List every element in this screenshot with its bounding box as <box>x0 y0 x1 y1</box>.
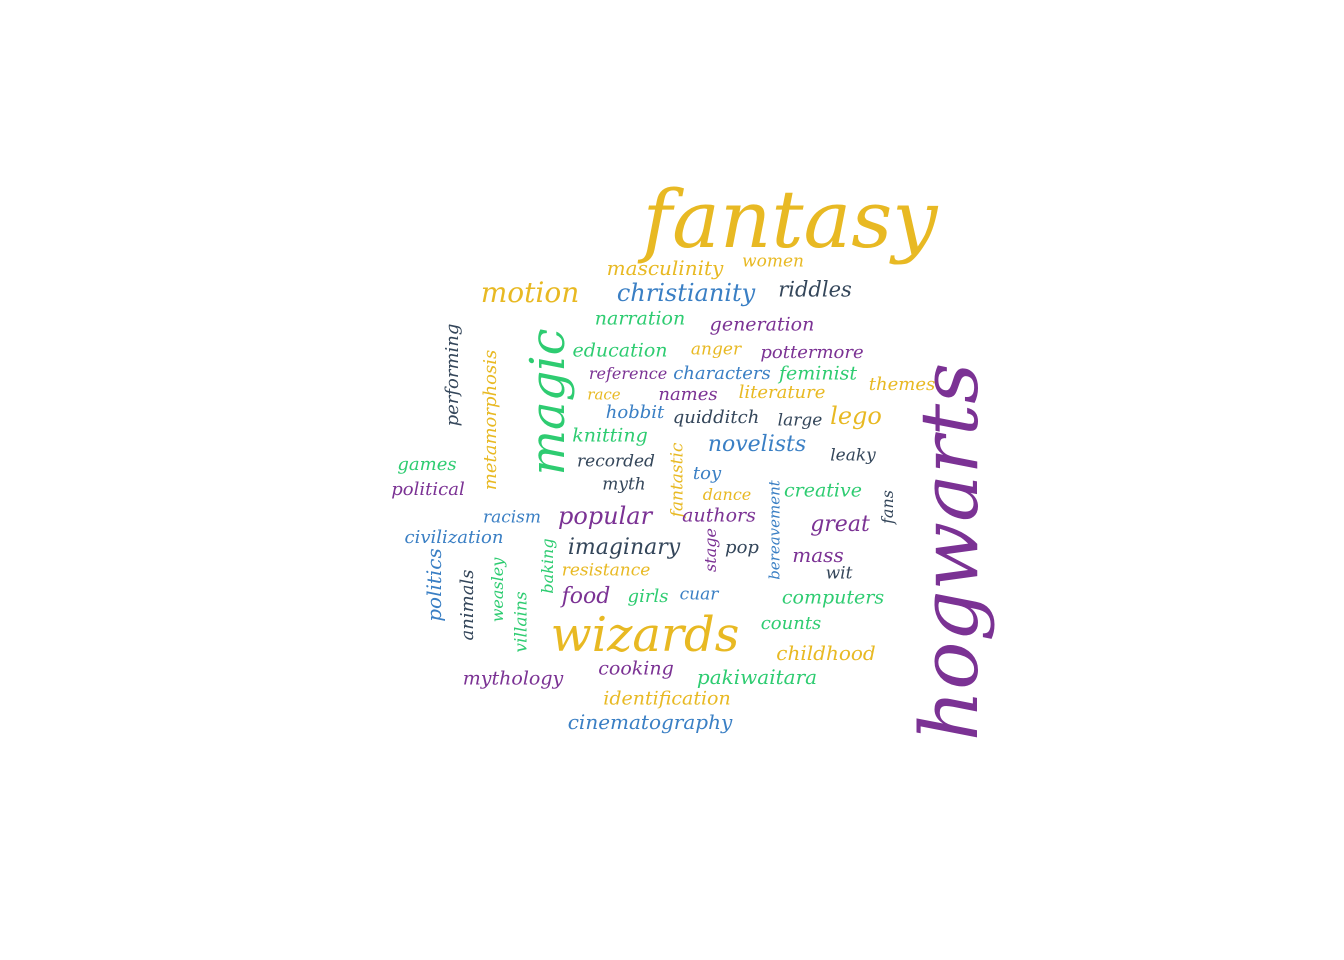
word-pop: pop <box>725 537 759 558</box>
word-christianity: christianity <box>616 279 756 307</box>
word-popular: popular <box>557 502 653 530</box>
word-anger: anger <box>690 339 742 360</box>
word-leaky: leaky <box>830 445 876 466</box>
word-games: games <box>397 454 457 475</box>
word-names: names <box>658 384 718 405</box>
word-animals: animals <box>457 569 478 641</box>
word-computers: computers <box>781 586 885 609</box>
word-race: race <box>587 385 621 404</box>
word-identification: identification <box>603 687 731 710</box>
word-toy: toy <box>692 463 722 484</box>
word-motion: motion <box>480 276 580 309</box>
word-recorded: recorded <box>577 451 655 472</box>
word-civilization: civilization <box>404 527 504 548</box>
word-generation: generation <box>709 313 815 336</box>
word-stage: stage <box>701 528 720 572</box>
word-characters: characters <box>673 363 771 384</box>
word-creative: creative <box>784 479 862 502</box>
word-racism: racism <box>482 507 542 528</box>
word-food: food <box>561 584 611 609</box>
word-wizards: wizards <box>550 607 740 663</box>
word-pottermore: pottermore <box>760 342 864 363</box>
word-feminist: feminist <box>778 362 858 385</box>
word-great: great <box>810 512 870 537</box>
word-reference: reference <box>588 364 668 383</box>
word-bereavement: bereavement <box>765 480 784 580</box>
word-pakiwaitara: pakiwaitara <box>696 665 818 689</box>
word-cuar: cuar <box>679 584 719 605</box>
word-hobbit: hobbit <box>605 402 665 423</box>
word-childhood: childhood <box>776 641 876 665</box>
word-riddles: riddles <box>778 277 852 302</box>
word-themes: themes <box>868 374 936 395</box>
word-weasley: weasley <box>488 557 507 623</box>
word-cooking: cooking <box>598 657 674 680</box>
word-myth: myth <box>602 474 646 495</box>
word-resistance: resistance <box>561 560 651 581</box>
word-large: large <box>777 410 823 431</box>
word-wit: wit <box>825 563 853 584</box>
word-masculinity: masculinity <box>606 256 724 280</box>
word-girls: girls <box>627 586 669 607</box>
word-counts: counts <box>760 613 822 634</box>
word-metamorphosis: metamorphosis <box>480 349 501 491</box>
word-fans: fans <box>878 490 897 524</box>
word-mass: mass <box>792 543 844 567</box>
word-narration: narration <box>594 307 686 330</box>
word-villains: villains <box>511 591 532 653</box>
word-knitting: knitting <box>572 424 648 447</box>
word-mythology: mythology <box>462 667 564 690</box>
word-education: education <box>572 339 668 362</box>
word-imaginary: imaginary <box>567 535 681 560</box>
word-lego: lego <box>830 402 882 430</box>
word-performing: performing <box>442 323 463 427</box>
word-cinematography: cinematography <box>567 710 733 734</box>
word-authors: authors <box>682 504 756 527</box>
word-women: women <box>742 251 804 272</box>
word-political: political <box>391 479 465 500</box>
word-politics: politics <box>422 548 446 622</box>
word-dance: dance <box>702 485 752 504</box>
word-fantasy: fantasy <box>642 173 938 266</box>
word-quidditch: quidditch <box>672 407 760 428</box>
word-novelists: novelists <box>707 432 807 457</box>
word-hogwarts: hogwarts <box>903 362 996 742</box>
word-literature: literature <box>738 382 826 403</box>
word-magic: magic <box>520 328 576 476</box>
word-baking: baking <box>538 538 557 594</box>
